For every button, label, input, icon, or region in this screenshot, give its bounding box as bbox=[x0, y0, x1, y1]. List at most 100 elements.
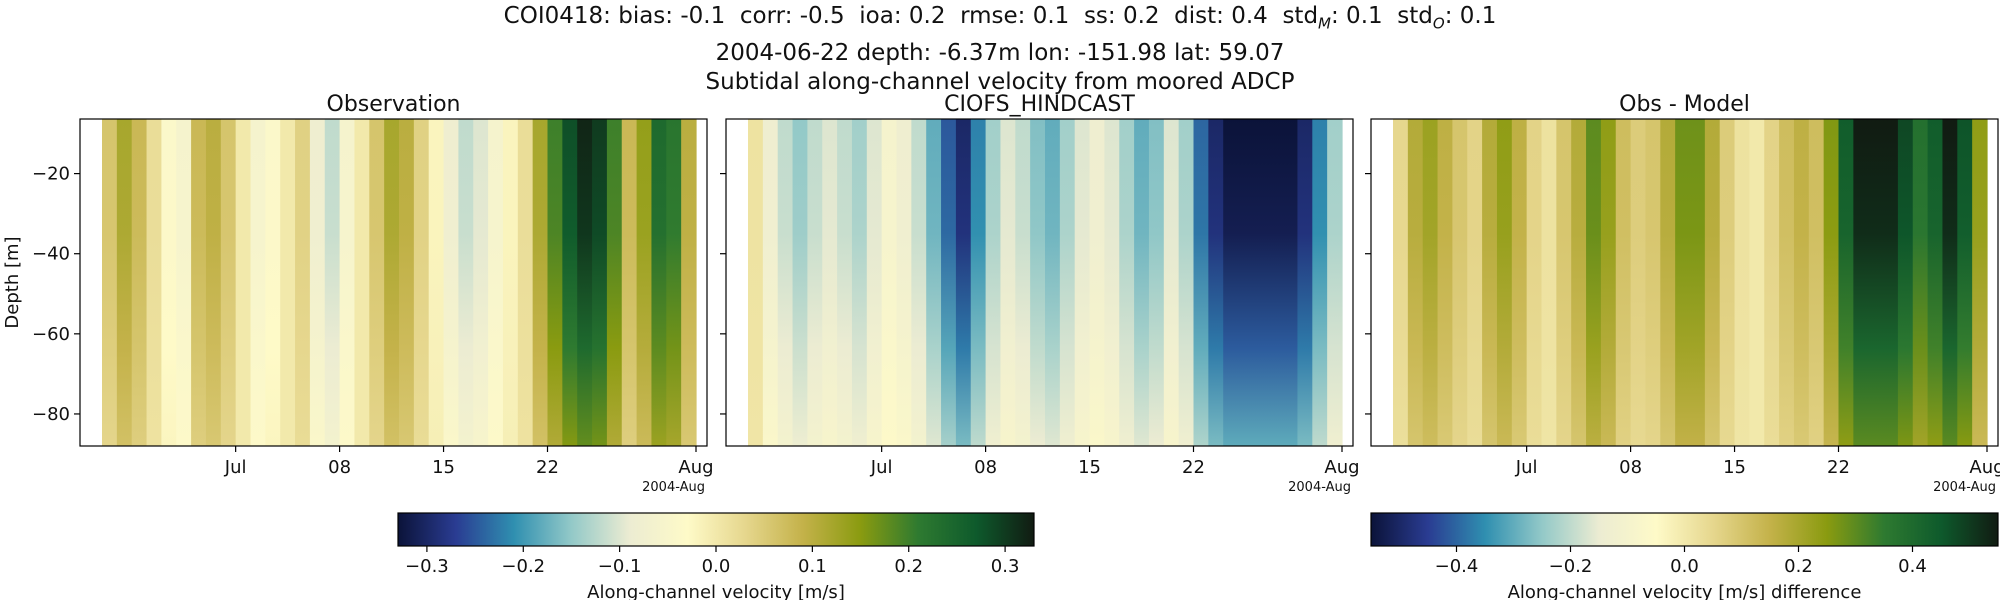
heatmap-column bbox=[911, 119, 927, 446]
heatmap-column bbox=[896, 119, 912, 446]
heatmap-column bbox=[220, 119, 237, 446]
heatmap-column bbox=[1015, 119, 1031, 446]
heatmap-column bbox=[1823, 119, 1840, 446]
x-tick-label: Jul bbox=[1515, 457, 1538, 478]
heatmap-column bbox=[777, 119, 794, 446]
y-axis-label: Depth [m] bbox=[2, 236, 23, 328]
heatmap-column bbox=[1690, 119, 1706, 446]
heatmap-column bbox=[1957, 119, 1973, 446]
heatmap-column bbox=[146, 119, 162, 446]
heatmap-column bbox=[369, 119, 385, 446]
heatmap-column bbox=[384, 119, 400, 446]
panel-title: Obs - Model bbox=[1619, 92, 1750, 117]
stat-std-m: stdM: 0.1 bbox=[1282, 3, 1398, 33]
heatmap-column bbox=[1119, 119, 1135, 446]
heatmap-column bbox=[488, 119, 504, 446]
stat-bias: bias: -0.1 bbox=[618, 3, 740, 29]
station-info-title-line: 2004-06-22 depth: -6.37m lon: -151.98 la… bbox=[715, 39, 1285, 66]
heatmap-column bbox=[807, 119, 823, 446]
stat-ss: ss: 0.2 bbox=[1083, 3, 1175, 29]
heatmap-column bbox=[1104, 119, 1120, 446]
heatmap-column bbox=[1252, 119, 1269, 446]
colorbar-tick-label: 0.2 bbox=[894, 556, 923, 577]
y-tick-label: −80 bbox=[32, 404, 70, 425]
heatmap-column bbox=[1793, 119, 1810, 446]
heatmap-column bbox=[235, 119, 252, 446]
heatmap-column bbox=[1927, 119, 1944, 446]
x-tick-label: Aug bbox=[1969, 457, 2000, 478]
heatmap-column bbox=[762, 119, 779, 446]
heatmap-column bbox=[1600, 119, 1617, 446]
heatmap-column bbox=[748, 119, 764, 446]
x-tick-label: 22 bbox=[1827, 457, 1850, 478]
heatmap-column bbox=[1030, 119, 1046, 446]
heatmap-column bbox=[1571, 119, 1587, 446]
heatmap-column bbox=[265, 119, 281, 446]
colorbar-1: −0.3 −0.2 −0.1 0.0 0.1 0.2 0.3 Along-channel ve… bbox=[397, 512, 1035, 600]
heatmap-column bbox=[502, 119, 519, 446]
heatmap-column bbox=[606, 119, 623, 446]
heatmap-column bbox=[1422, 119, 1439, 446]
heatmap-column bbox=[473, 119, 489, 446]
heatmap-column bbox=[1556, 119, 1572, 446]
colorbar-tick-label: −0.4 bbox=[1435, 556, 1479, 577]
stats-title-line: COI0418: bias: -0.1 corr: -0.5 ioa: 0.2 … bbox=[0, 2, 2000, 39]
heatmap-column bbox=[131, 119, 148, 446]
heatmap-column bbox=[176, 119, 192, 446]
heatmap-column bbox=[1675, 119, 1691, 446]
heatmap-column bbox=[1615, 119, 1632, 446]
heatmap-column bbox=[428, 119, 445, 446]
heatmap-column bbox=[161, 119, 177, 446]
y-tick-label: −40 bbox=[32, 244, 70, 265]
colorbar-gradient bbox=[397, 512, 1035, 547]
heatmap-column bbox=[1749, 119, 1765, 446]
heatmap-column bbox=[354, 119, 370, 446]
x-tick-label: Jul bbox=[224, 457, 247, 478]
colorbar-tick-label: −0.3 bbox=[405, 556, 449, 577]
heatmap-column bbox=[1452, 119, 1468, 446]
x-tick-label: 08 bbox=[1619, 457, 1642, 478]
stat-std-o: stdO: 0.1 bbox=[1397, 3, 1497, 33]
colorbar-tick-label: −0.1 bbox=[598, 556, 642, 577]
panel-title: CIOFS_HINDCAST bbox=[944, 92, 1135, 117]
heatmap-column bbox=[1883, 119, 1899, 446]
heatmap-column bbox=[1719, 119, 1736, 446]
heatmap-column bbox=[1779, 119, 1795, 446]
heatmap-column bbox=[1660, 119, 1676, 446]
heatmap-column bbox=[1972, 119, 1988, 446]
heatmap-column bbox=[1630, 119, 1647, 446]
heatmap-column bbox=[339, 119, 356, 446]
heatmap-column bbox=[562, 119, 578, 446]
heatmap-column bbox=[309, 119, 326, 446]
y-tick-label: −20 bbox=[32, 164, 70, 185]
x-tick-label: Jul bbox=[870, 457, 893, 478]
heatmap-column bbox=[681, 119, 697, 446]
heatmap-column bbox=[1208, 119, 1224, 446]
colorbar-gradient bbox=[1370, 512, 1999, 547]
x-tick-label: 15 bbox=[1078, 457, 1101, 478]
heatmap-column bbox=[1148, 119, 1165, 446]
heatmap-column bbox=[1838, 119, 1854, 446]
x-offset-label: 2004-Aug bbox=[642, 480, 705, 495]
heatmap-column bbox=[792, 119, 808, 446]
heatmap-column bbox=[205, 119, 222, 446]
heatmap-column bbox=[1734, 119, 1750, 446]
heatmap-cells bbox=[1393, 119, 1988, 446]
heatmap-column bbox=[592, 119, 608, 446]
colorbar-2: −0.4 −0.2 0.0 0.2 0.4 Along-channel velocity … bbox=[1370, 512, 1999, 600]
heatmap-column bbox=[1312, 119, 1328, 446]
heatmap-column bbox=[1645, 119, 1661, 446]
heatmap-column bbox=[1942, 119, 1958, 446]
heatmap-column bbox=[191, 119, 207, 446]
heatmap-column bbox=[651, 119, 667, 446]
y-tick-label: −60 bbox=[32, 324, 70, 345]
stat-ioa: ioa: 0.2 bbox=[859, 3, 961, 29]
heatmap-column bbox=[866, 119, 883, 446]
heatmap-column bbox=[250, 119, 266, 446]
heatmap-column bbox=[295, 119, 311, 446]
axes-frame bbox=[1370, 118, 1999, 447]
heatmap-column bbox=[547, 119, 563, 446]
heatmap-column bbox=[1327, 119, 1343, 446]
heatmap-column bbox=[1000, 119, 1016, 446]
